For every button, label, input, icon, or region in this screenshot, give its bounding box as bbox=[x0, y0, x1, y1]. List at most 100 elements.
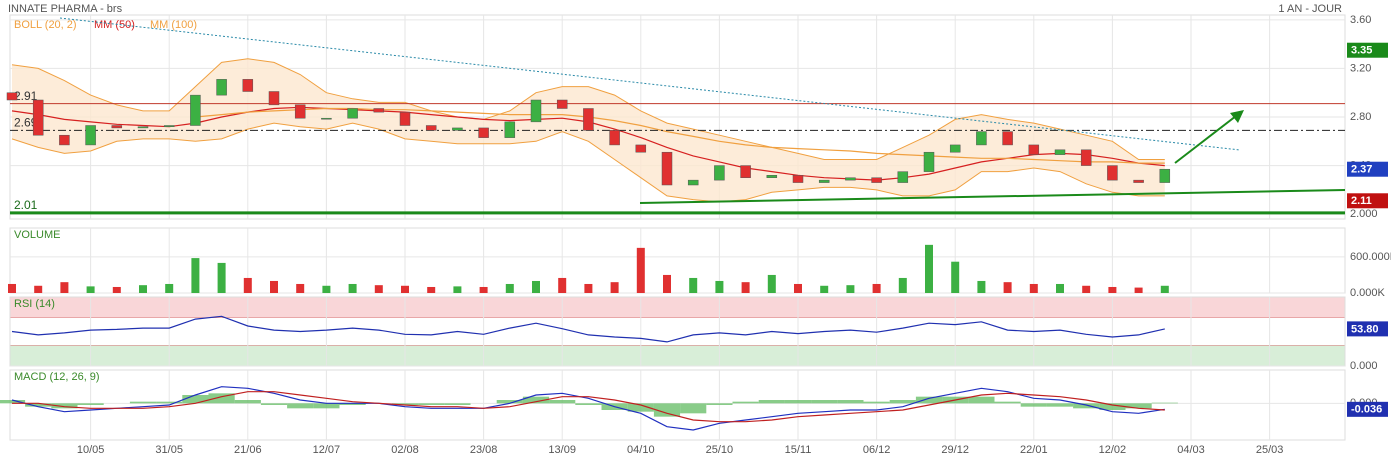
candle bbox=[478, 127, 489, 138]
macd-histogram bbox=[1151, 402, 1178, 404]
macd-histogram bbox=[339, 403, 366, 405]
candle bbox=[1002, 131, 1013, 146]
candle bbox=[556, 99, 568, 109]
candle bbox=[1107, 165, 1118, 181]
bollinger-upper bbox=[11, 58, 1165, 160]
x-tick-label: 04/03 bbox=[1177, 444, 1205, 456]
candle bbox=[32, 99, 44, 136]
volume-bar bbox=[270, 280, 278, 293]
volume-bar bbox=[794, 283, 802, 293]
price-tag: 2.37 bbox=[1351, 164, 1372, 176]
price-tag: -0.036 bbox=[1351, 404, 1382, 416]
x-tick-label: 12/02 bbox=[1099, 444, 1127, 456]
volume-bar bbox=[139, 285, 147, 293]
legend-entry: MM (100) bbox=[150, 19, 197, 31]
candle bbox=[1080, 149, 1092, 166]
x-tick-label: 04/10 bbox=[627, 444, 655, 456]
candle bbox=[137, 126, 149, 129]
candle bbox=[583, 108, 594, 131]
candle bbox=[399, 111, 411, 126]
volume-bar bbox=[453, 286, 462, 293]
volume-bar bbox=[846, 285, 855, 293]
candle bbox=[1054, 149, 1066, 155]
macd-histogram bbox=[51, 403, 78, 409]
volume-bar bbox=[505, 283, 514, 293]
price-tag-bg bbox=[1347, 401, 1388, 417]
candle bbox=[373, 108, 385, 113]
macd-histogram bbox=[968, 396, 995, 404]
macd-histogram bbox=[1020, 403, 1047, 407]
y-tick-label: 600.000K bbox=[1350, 251, 1391, 263]
candle bbox=[1028, 144, 1040, 155]
support-line bbox=[639, 189, 1346, 204]
volume-bar bbox=[322, 285, 331, 293]
macd-histogram bbox=[758, 400, 785, 404]
volume-bar bbox=[715, 280, 724, 293]
level-label: 2.01 bbox=[14, 198, 38, 212]
volume-bar bbox=[925, 244, 933, 293]
candle bbox=[845, 177, 856, 181]
chart-title: INNATE PHARMA - brs bbox=[8, 3, 123, 15]
volume-bar bbox=[584, 283, 593, 293]
macd-histogram bbox=[549, 400, 576, 404]
x-tick-label: 10/05 bbox=[77, 444, 105, 456]
volume-bar bbox=[1108, 286, 1117, 293]
candle bbox=[949, 144, 961, 153]
candle bbox=[530, 99, 542, 123]
volume-bar bbox=[689, 277, 698, 293]
volume-bar bbox=[60, 282, 69, 293]
candle bbox=[661, 151, 673, 186]
candle bbox=[1133, 179, 1144, 183]
candle bbox=[635, 144, 647, 153]
candle bbox=[714, 165, 725, 181]
arrow-head bbox=[1230, 110, 1244, 123]
volume-bar bbox=[1003, 282, 1012, 293]
candle bbox=[59, 134, 70, 146]
macd-histogram bbox=[25, 403, 52, 407]
volume-bar bbox=[296, 283, 305, 293]
volume-bar bbox=[610, 282, 619, 293]
volume-bar bbox=[1029, 283, 1038, 293]
price-tag-bg bbox=[1347, 193, 1388, 209]
x-tick-label: 23/08 bbox=[470, 444, 498, 456]
candle bbox=[268, 91, 280, 106]
arrow-shaft bbox=[1174, 115, 1237, 164]
candle bbox=[923, 151, 935, 172]
x-tick-label: 25/10 bbox=[706, 444, 734, 456]
period[interactable]: 1 AN - JOUR bbox=[1278, 3, 1342, 15]
macd-histogram bbox=[889, 400, 916, 404]
price-tag: 53.80 bbox=[1351, 323, 1379, 335]
x-tick-label: 22/01 bbox=[1020, 444, 1048, 456]
candle bbox=[871, 177, 882, 183]
volume-bar bbox=[401, 285, 409, 293]
volume-bar bbox=[872, 283, 881, 293]
x-tick-label: 31/05 bbox=[155, 444, 183, 456]
volume-bar bbox=[427, 286, 436, 293]
macd-histogram bbox=[732, 401, 759, 404]
volume-bar bbox=[348, 283, 357, 293]
macd-histogram bbox=[0, 400, 26, 404]
volume-bar bbox=[767, 274, 776, 293]
macd-line bbox=[11, 386, 1165, 431]
candle bbox=[1159, 168, 1171, 183]
candle bbox=[687, 179, 699, 186]
volume-bar bbox=[951, 261, 960, 293]
macd-histogram bbox=[706, 403, 733, 405]
y-tick-label: 0.000K bbox=[1350, 287, 1386, 299]
volume-bar bbox=[217, 262, 226, 293]
macd-histogram bbox=[77, 403, 104, 405]
candle bbox=[609, 130, 620, 146]
volume-bar bbox=[1082, 285, 1091, 293]
macd-histogram bbox=[575, 403, 602, 405]
y-tick-label: 2.80 bbox=[1350, 111, 1371, 123]
legend-entry: MM (50) bbox=[94, 19, 135, 31]
macd-histogram bbox=[418, 403, 445, 405]
volume-bar bbox=[663, 274, 671, 293]
macd-histogram bbox=[234, 400, 261, 404]
price-tag: 3.35 bbox=[1351, 45, 1372, 57]
macd-histogram bbox=[811, 400, 838, 404]
candle bbox=[85, 125, 96, 146]
candle bbox=[6, 92, 18, 101]
bollinger-lower bbox=[11, 122, 1165, 203]
